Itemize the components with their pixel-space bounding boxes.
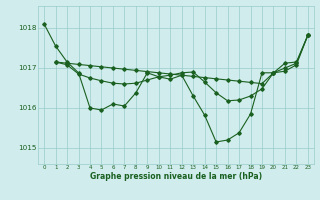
X-axis label: Graphe pression niveau de la mer (hPa): Graphe pression niveau de la mer (hPa) bbox=[90, 172, 262, 181]
